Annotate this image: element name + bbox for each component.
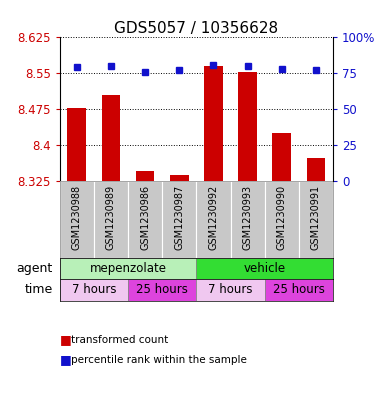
Text: GSM1230989: GSM1230989 bbox=[106, 185, 116, 250]
Bar bbox=[196, 258, 333, 279]
Text: vehicle: vehicle bbox=[244, 262, 286, 275]
Text: GSM1230990: GSM1230990 bbox=[277, 185, 287, 250]
Bar bbox=[299, 181, 333, 258]
Text: GSM1230992: GSM1230992 bbox=[208, 185, 218, 250]
Bar bbox=[128, 279, 196, 301]
Text: 25 hours: 25 hours bbox=[273, 283, 325, 296]
Text: ■: ■ bbox=[60, 353, 72, 366]
Text: 7 hours: 7 hours bbox=[208, 283, 253, 296]
Text: GSM1230993: GSM1230993 bbox=[243, 185, 253, 250]
Bar bbox=[67, 108, 86, 181]
Text: percentile rank within the sample: percentile rank within the sample bbox=[71, 354, 247, 365]
Text: mepenzolate: mepenzolate bbox=[89, 262, 166, 275]
Bar bbox=[136, 171, 154, 181]
Bar bbox=[102, 95, 121, 181]
Bar bbox=[264, 181, 299, 258]
Bar bbox=[204, 66, 223, 181]
Text: GSM1230991: GSM1230991 bbox=[311, 185, 321, 250]
Bar bbox=[196, 279, 264, 301]
Bar bbox=[238, 72, 257, 181]
Bar bbox=[162, 181, 196, 258]
Text: transformed count: transformed count bbox=[71, 335, 169, 345]
Text: 25 hours: 25 hours bbox=[136, 283, 188, 296]
Bar bbox=[60, 258, 196, 279]
Title: GDS5057 / 10356628: GDS5057 / 10356628 bbox=[114, 21, 278, 36]
Text: GSM1230988: GSM1230988 bbox=[72, 185, 82, 250]
Bar bbox=[60, 181, 94, 258]
Bar bbox=[306, 158, 325, 181]
Text: agent: agent bbox=[17, 262, 53, 275]
Bar bbox=[231, 181, 264, 258]
Bar bbox=[94, 181, 128, 258]
Bar bbox=[196, 181, 231, 258]
Text: ■: ■ bbox=[60, 333, 72, 347]
Text: time: time bbox=[25, 283, 53, 296]
Bar bbox=[170, 174, 189, 181]
Bar bbox=[60, 279, 128, 301]
Text: 7 hours: 7 hours bbox=[72, 283, 116, 296]
Text: GSM1230986: GSM1230986 bbox=[140, 185, 150, 250]
Bar bbox=[128, 181, 162, 258]
Text: GSM1230987: GSM1230987 bbox=[174, 185, 184, 250]
Bar bbox=[264, 279, 333, 301]
Bar bbox=[272, 133, 291, 181]
